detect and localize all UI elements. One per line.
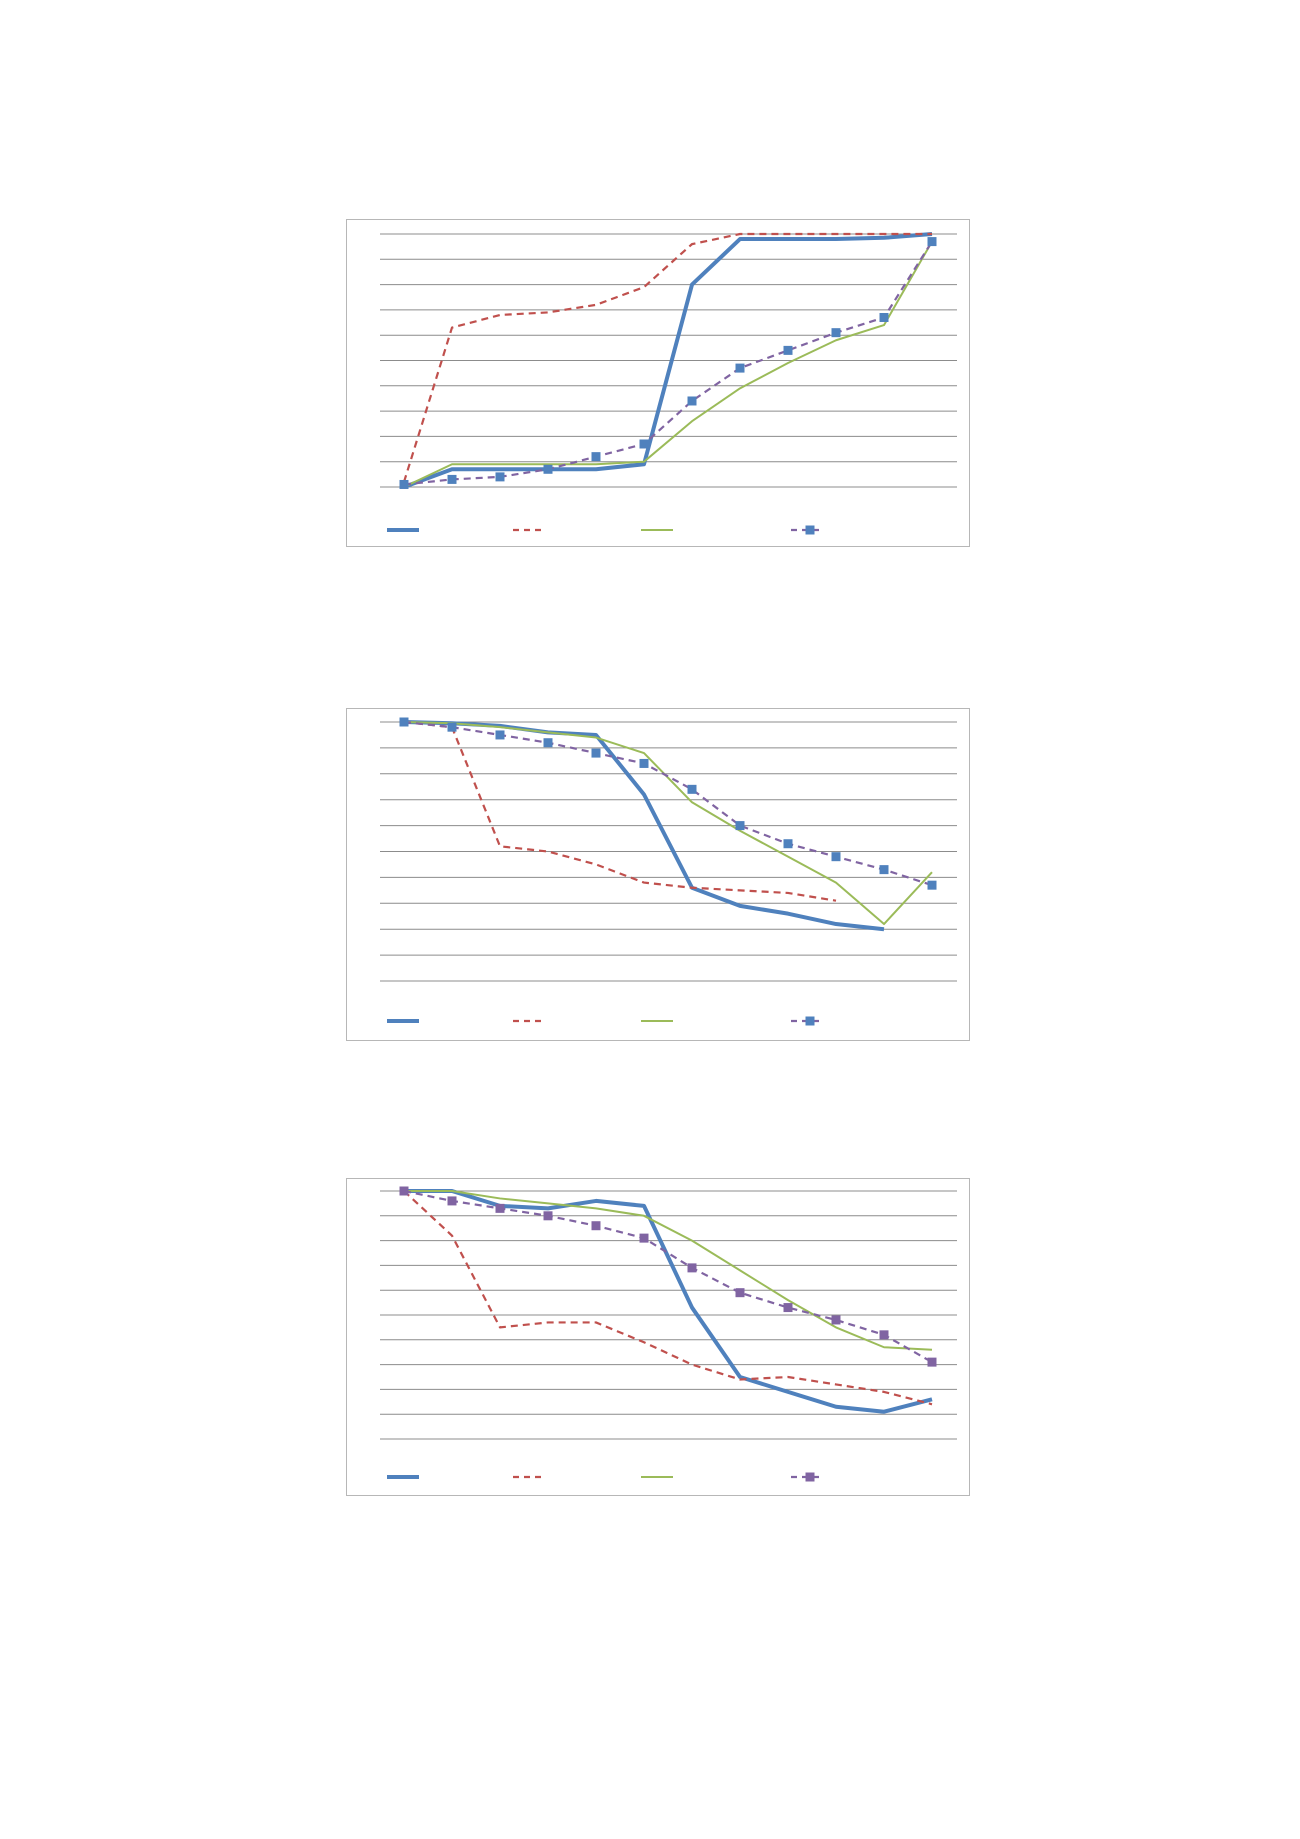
legend-marker-4 — [805, 1472, 815, 1482]
line-chart-2 — [346, 708, 970, 1041]
series-marker-4 — [495, 730, 505, 740]
series-marker-4 — [399, 717, 409, 727]
series-marker-4 — [927, 880, 937, 890]
series-marker-4 — [543, 1211, 553, 1221]
series-marker-4 — [735, 1288, 745, 1298]
legend — [387, 525, 823, 535]
series-marker-4 — [831, 1315, 841, 1325]
series-marker-4 — [639, 758, 649, 768]
series-marker-4 — [879, 312, 889, 322]
series-marker-4 — [687, 396, 697, 406]
series-marker-4 — [447, 474, 457, 484]
legend — [387, 1472, 823, 1482]
series-marker-4 — [591, 452, 601, 462]
series-marker-4 — [687, 1263, 697, 1273]
series-line-3 — [404, 1190, 933, 1351]
series-marker-4 — [879, 1330, 889, 1340]
series-marker-4 — [591, 1221, 601, 1231]
legend-marker-4 — [805, 1016, 815, 1026]
series-marker-4 — [399, 1186, 409, 1196]
series-line-4 — [403, 1189, 933, 1364]
series-line-3 — [403, 241, 933, 488]
series-marker-4 — [735, 363, 745, 373]
gridlines — [380, 233, 957, 488]
series-marker-4 — [831, 328, 841, 338]
series-line-4 — [403, 720, 933, 887]
series-line-3 — [403, 721, 933, 926]
series-line-1 — [404, 1189, 933, 1414]
series-marker-4 — [831, 852, 841, 862]
chart-2-svg — [380, 717, 957, 1026]
series-marker-4 — [639, 1233, 649, 1243]
series-marker-4 — [543, 464, 553, 474]
series-marker-4 — [927, 1357, 937, 1367]
line-chart-3 — [346, 1178, 970, 1496]
series-marker-4 — [783, 839, 793, 849]
series-marker-4 — [399, 479, 409, 489]
legend — [387, 1016, 823, 1026]
legend-marker-4 — [805, 525, 815, 535]
chart-1-svg — [380, 232, 957, 535]
series-marker-4 — [447, 1196, 457, 1206]
series-marker-4 — [687, 784, 697, 794]
series-marker-4 — [783, 1303, 793, 1313]
series-marker-4 — [495, 472, 505, 482]
line-chart-1 — [346, 219, 970, 547]
series-marker-4 — [927, 237, 937, 247]
series-line-1 — [403, 232, 933, 489]
series-line-2 — [403, 1190, 933, 1406]
series-marker-4 — [447, 722, 457, 732]
series-line-4 — [403, 241, 933, 486]
series-line-2 — [403, 720, 837, 902]
series-marker-4 — [543, 738, 553, 748]
series-line-2 — [402, 232, 932, 483]
gridlines — [380, 721, 957, 982]
series-marker-4 — [783, 345, 793, 355]
chart-3-svg — [380, 1186, 957, 1482]
series-marker-4 — [735, 821, 745, 831]
series-marker-4 — [639, 439, 649, 449]
series-marker-4 — [591, 748, 601, 758]
gridlines — [380, 1190, 957, 1440]
series-marker-4 — [495, 1203, 505, 1213]
series-marker-4 — [879, 865, 889, 875]
